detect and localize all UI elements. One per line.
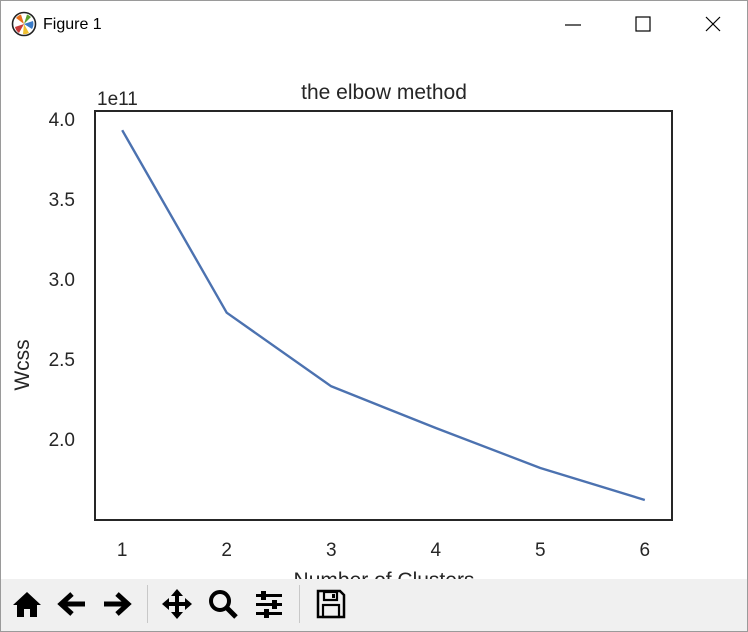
x-tick-label: 1 <box>117 540 128 561</box>
y-tick-label: 4.0 <box>49 110 75 131</box>
x-tick-labels: 1 2 3 4 5 6 <box>117 540 650 561</box>
y-tick-label: 2.0 <box>49 430 75 451</box>
window-title: Figure 1 <box>43 16 102 33</box>
minimize-button[interactable] <box>539 1 607 47</box>
x-tick-label: 5 <box>535 540 546 561</box>
zoom-button[interactable] <box>203 584 243 624</box>
x-tick-label: 2 <box>221 540 232 561</box>
home-button[interactable] <box>7 584 47 624</box>
configure-subplots-button[interactable] <box>249 584 289 624</box>
back-button[interactable] <box>52 584 92 624</box>
matplotlib-logo-icon <box>11 11 37 37</box>
x-tick-label: 4 <box>430 540 441 561</box>
line-chart: the elbow method 1e11 Wcss Number of Clu… <box>11 81 673 579</box>
home-icon <box>13 592 41 617</box>
y-tick-label: 3.0 <box>49 270 75 291</box>
forward-button[interactable] <box>97 584 137 624</box>
maximize-icon <box>635 16 651 32</box>
navigation-toolbar <box>1 579 747 631</box>
minimize-icon <box>565 24 581 26</box>
x-axis-label: Number of Clusters <box>294 569 475 579</box>
x-tick-label: 6 <box>640 540 651 561</box>
toolbar-separator <box>299 585 300 623</box>
y-tick-labels: 2.0 2.5 3.0 3.5 4.0 <box>49 110 75 451</box>
y-tick-label: 2.5 <box>49 350 75 371</box>
figure-canvas[interactable]: the elbow method 1e11 Wcss Number of Clu… <box>1 47 747 579</box>
close-button[interactable] <box>679 1 747 47</box>
chart-title: the elbow method <box>301 81 467 104</box>
zoom-icon <box>209 590 238 619</box>
close-icon <box>705 16 721 32</box>
wcss-series-line <box>121 129 646 502</box>
pan-button[interactable] <box>157 584 197 624</box>
y-axis-label: Wcss <box>11 339 34 390</box>
save-button[interactable] <box>311 584 351 624</box>
back-arrow-icon <box>57 592 85 616</box>
save-icon <box>316 589 346 619</box>
y-axis-offset-text: 1e11 <box>97 89 138 110</box>
title-bar: Figure 1 <box>1 1 747 47</box>
pan-icon <box>162 589 192 619</box>
y-tick-label: 3.5 <box>49 190 75 211</box>
configure-subplots-icon <box>256 591 282 618</box>
forward-arrow-icon <box>104 592 132 616</box>
plot-area-frame <box>94 110 673 521</box>
x-tick-label: 3 <box>326 540 337 561</box>
maximize-button[interactable] <box>609 1 677 47</box>
toolbar-separator <box>147 585 148 623</box>
